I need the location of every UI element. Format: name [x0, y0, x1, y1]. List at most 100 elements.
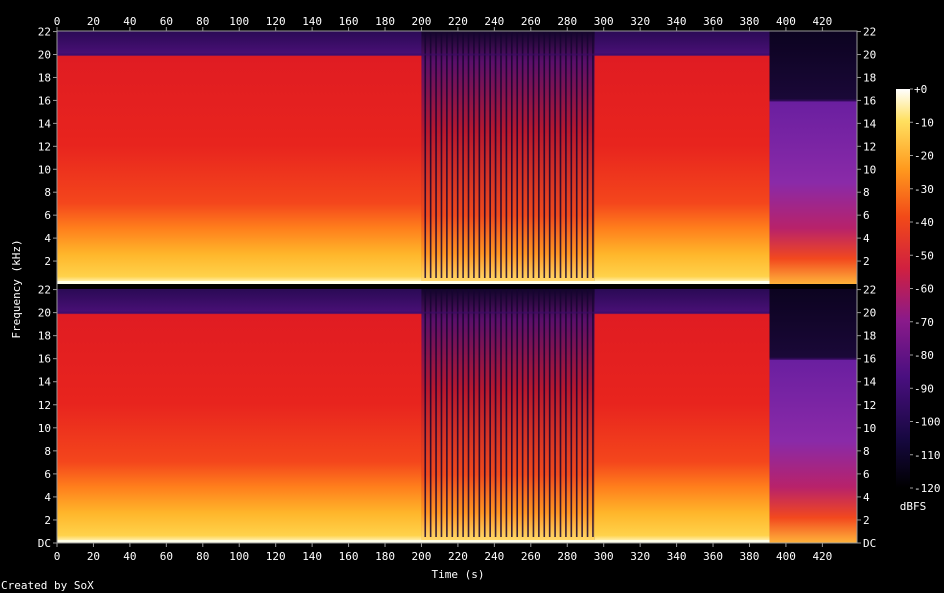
cutoff-edge [594, 53, 770, 56]
dc-band [57, 281, 770, 284]
gap-stripe [516, 31, 519, 278]
y-tick-label-right: 6 [863, 209, 870, 222]
x-tick-label-bottom: 200 [412, 550, 432, 563]
y-tick-label-left: 12 [38, 399, 51, 412]
x-tick-label-bottom: 400 [776, 550, 796, 563]
x-tick-label-bottom: 240 [484, 550, 504, 563]
y-tick-label-left: 20 [38, 49, 51, 62]
y-tick-label-right: 2 [863, 255, 870, 268]
x-tick-label-bottom: 140 [302, 550, 322, 563]
y-tick-label-left: 10 [38, 422, 51, 435]
gap-stripe [462, 289, 464, 537]
x-tick-label-top: 120 [266, 15, 286, 28]
x-tick-label-top: 140 [302, 15, 322, 28]
colorbar-tick-label: -120 [914, 482, 941, 495]
y-tick-label-right: 16 [863, 353, 876, 366]
x-tick-label-bottom: 20 [87, 550, 100, 563]
y-tick-label-left: 10 [38, 163, 51, 176]
axes-layer: 0 0 20 20 40 40 60 60 80 80 100 100 120 120 140 140 160 1… [38, 15, 877, 563]
y-tick-label-right: 20 [863, 49, 876, 62]
y-axis-label: Frequency (kHz) [10, 239, 23, 338]
x-tick-label-bottom: 420 [812, 550, 832, 563]
x-tick-label-bottom: 300 [594, 550, 614, 563]
x-tick-label-top: 60 [160, 15, 173, 28]
y-tick-label-right: 22 [863, 284, 876, 297]
x-tick-label-top: 380 [740, 15, 760, 28]
x-tick-label-bottom: 260 [521, 550, 541, 563]
gap-stripe [570, 31, 573, 278]
x-tick-label-top: 160 [339, 15, 359, 28]
colorbar-tick-label: -30 [914, 183, 934, 196]
dc-band [57, 540, 770, 543]
y-tick-label-left: 18 [38, 330, 51, 343]
gap-stripe [435, 31, 437, 278]
x-tick-label-top: 100 [229, 15, 249, 28]
spectral-segment-ch2-4 [769, 289, 857, 543]
y-tick-label-left: 14 [38, 376, 52, 389]
gap-stripe [456, 31, 459, 278]
y-tick-label-right: 10 [863, 422, 876, 435]
gap-stripe [494, 31, 497, 278]
y-tick-label-right: 14 [863, 376, 877, 389]
colorbar-tick-label: -80 [914, 349, 934, 362]
x-tick-label-top: 300 [594, 15, 614, 28]
gap-stripe [500, 289, 502, 537]
x-tick-label-bottom: 0 [54, 550, 61, 563]
x-tick-label-top: 240 [484, 15, 504, 28]
colorbar-tick-label: +0 [914, 83, 927, 96]
credit-text: Created by SoX [1, 579, 94, 592]
x-tick-label-top: 180 [375, 15, 395, 28]
y-tick-label-left: 14 [38, 117, 52, 130]
x-tick-label-bottom: 40 [123, 550, 136, 563]
spectral-segment-ch1-4 [769, 31, 857, 284]
gap-stripe [440, 289, 443, 537]
y-tick-label-right: 12 [863, 140, 876, 153]
colorbar-tick-label: -40 [914, 216, 934, 229]
gap-stripe [478, 289, 481, 537]
colorbar-tick-label: -50 [914, 249, 934, 262]
gap-stripe [543, 31, 546, 278]
y-tick-label-right: 4 [863, 232, 870, 245]
y-tick-label-right: 22 [863, 26, 876, 39]
y-tick-label-left: 4 [44, 491, 51, 504]
gap-stripe [548, 289, 551, 537]
x-tick-label-top: 260 [521, 15, 541, 28]
gap-stripe [575, 289, 578, 537]
gap-stripe [543, 289, 546, 537]
x-tick-label-bottom: 280 [557, 550, 577, 563]
gap-stripe [494, 289, 497, 537]
gap-stripe [435, 289, 437, 537]
colorbar-tick-label: -60 [914, 283, 934, 296]
x-tick-label-top: 340 [667, 15, 687, 28]
spectrogram-channel-1 [57, 31, 857, 284]
gap-stripe [505, 31, 508, 278]
x-tick-label-bottom: 320 [630, 550, 650, 563]
cutoff-edge [421, 53, 595, 56]
gap-stripe [548, 31, 551, 278]
y-tick-label-right: 4 [863, 491, 870, 504]
x-tick-label-bottom: 220 [448, 550, 468, 563]
gap-stripe [462, 31, 464, 278]
x-axis-label: Time (s) [432, 568, 485, 581]
x-tick-label-bottom: 380 [740, 550, 760, 563]
cutoff-edge [769, 99, 857, 102]
x-tick-label-top: 320 [630, 15, 650, 28]
gap-stripe [559, 31, 562, 278]
y-tick-label-right: 20 [863, 307, 876, 320]
gap-stripe [575, 31, 578, 278]
gap-stripe [429, 31, 432, 278]
gap-stripe [521, 289, 524, 537]
gap-stripe [565, 31, 567, 278]
y-tick-label-left: DC [38, 537, 51, 550]
y-tick-label-left: 4 [44, 232, 51, 245]
y-tick-label-right: 18 [863, 330, 876, 343]
gap-stripe [446, 31, 448, 278]
y-tick-label-right: 8 [863, 445, 870, 458]
x-tick-label-top: 420 [812, 15, 832, 28]
x-tick-label-top: 220 [448, 15, 468, 28]
colorbar-tick-label: -70 [914, 316, 934, 329]
gap-stripe [581, 289, 583, 537]
gap-stripe [489, 31, 491, 278]
y-tick-label-right: DC [863, 537, 876, 550]
